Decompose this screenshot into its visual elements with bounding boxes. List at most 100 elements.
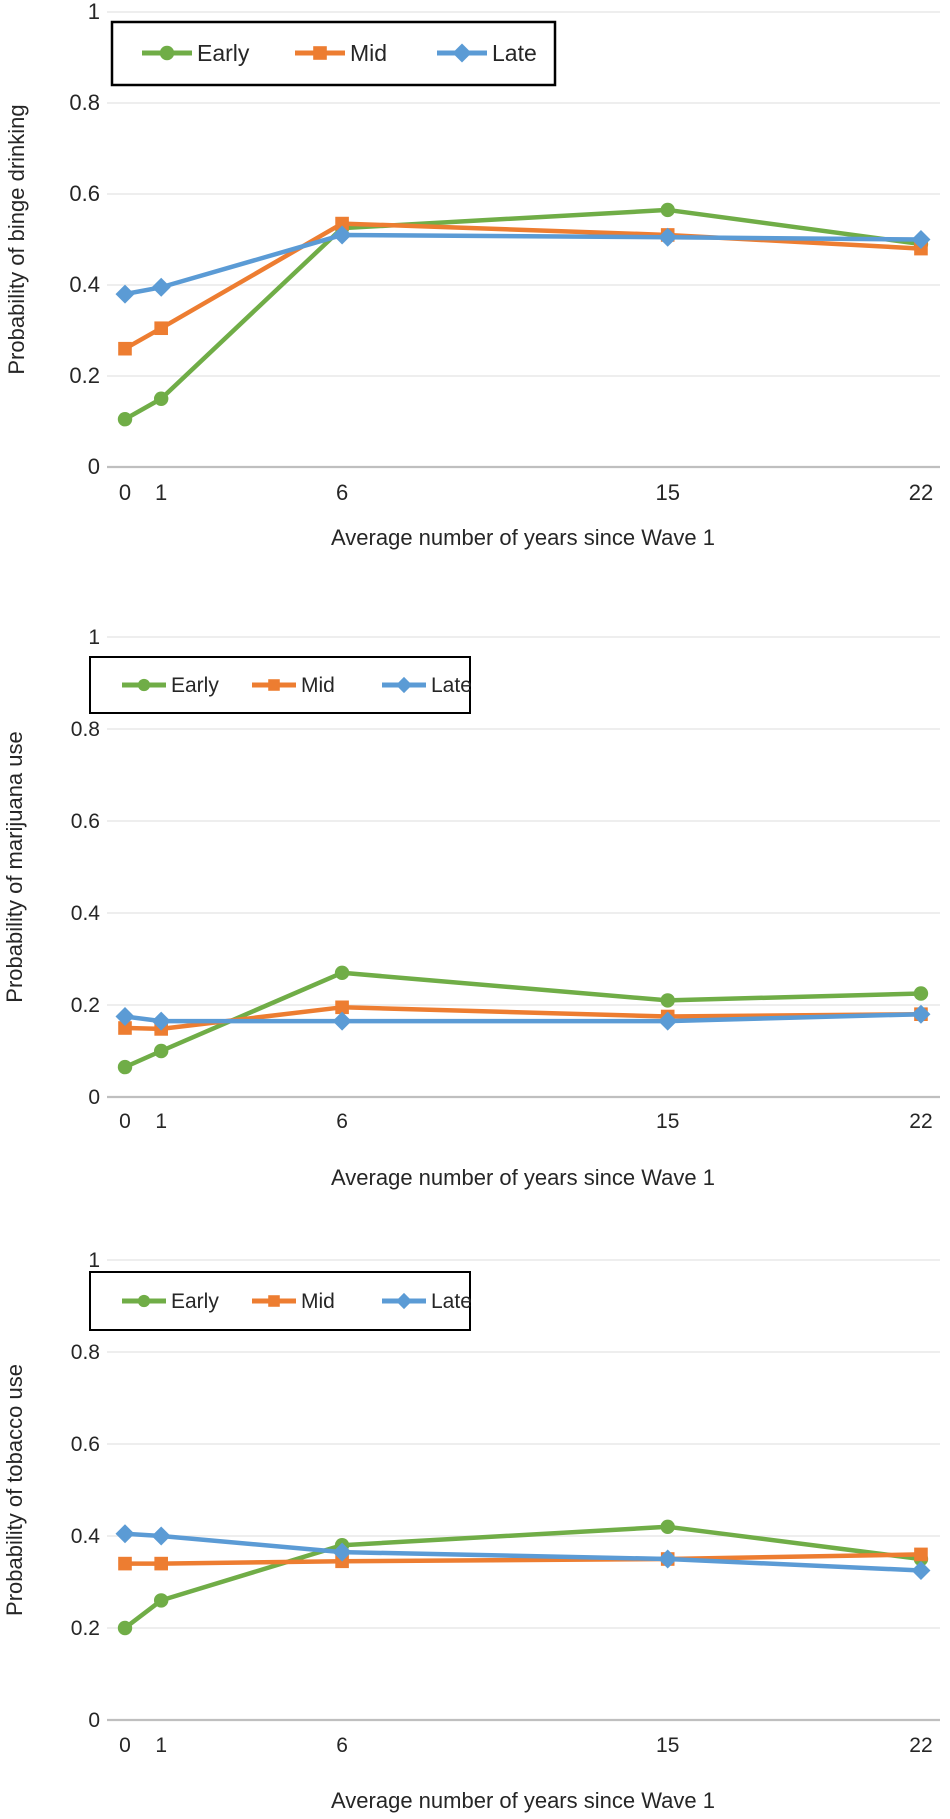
series-mid-marker [335, 216, 349, 231]
series-mid-line [122, 221, 924, 351]
y-axis-title: Probability of binge drinking [4, 104, 29, 374]
series-late-marker [115, 1524, 135, 1544]
legend-item-early-label: Early [171, 674, 219, 697]
legend-item-late-label: Late [492, 40, 537, 66]
x-tick-label: 1 [155, 1110, 167, 1133]
legend-late-marker [395, 1292, 413, 1310]
legend-mid-marker [313, 46, 327, 60]
series-early-marker [660, 993, 675, 1008]
x-tick-label: 15 [656, 1110, 679, 1133]
legend-early-marker [137, 1294, 151, 1308]
x-axis-title: Average number of years since Wave 1 [331, 1165, 715, 1190]
legend-item-early-label: Early [197, 40, 250, 66]
x-tick-label: 0 [119, 1110, 131, 1133]
series-mid-marker [118, 1556, 132, 1571]
legend-item-mid-label: Mid [301, 674, 335, 697]
y-tick-label: 0 [88, 1709, 100, 1732]
series-early-marker [660, 202, 675, 218]
legend-late-marker [395, 676, 413, 694]
legend-item-early-label: Early [171, 1290, 219, 1313]
legend-item-mid-label: Mid [350, 40, 387, 66]
y-tick-label: 1 [88, 626, 100, 649]
x-tick-label: 0 [119, 1734, 131, 1757]
x-tick-label: 0 [119, 480, 131, 505]
series-late-marker [115, 1007, 135, 1026]
series-late-marker [332, 1542, 352, 1562]
legend-early-marker [159, 45, 175, 61]
legend-item-late-label: Late [431, 674, 472, 697]
y-tick-label: 0.2 [69, 363, 100, 388]
x-tick-label: 22 [909, 480, 933, 505]
legend-item-late-label: Late [431, 1290, 472, 1313]
x-tick-label: 1 [155, 480, 167, 505]
series-late-marker [115, 284, 135, 304]
y-axis-title: Probability of tobacco use [2, 1364, 27, 1616]
y-tick-label: 0.4 [69, 272, 100, 297]
legend: Early Mid Late [89, 656, 472, 714]
x-axis-title: Average number of years since Wave 1 [331, 1788, 715, 1813]
series-late-marker [151, 1526, 171, 1546]
series-early-marker [117, 1620, 133, 1636]
y-tick-label: 0.8 [71, 1341, 100, 1364]
x-tick-label: 22 [909, 1110, 932, 1133]
series-late-marker [151, 277, 171, 297]
series-early-marker [117, 1059, 133, 1075]
x-axis-title: Average number of years since Wave 1 [331, 525, 715, 550]
binge-drinking-chart: 0 0.2 0.4 0.6 0.8 1 0 1 6 15 22 Average number of y… [0, 0, 950, 555]
series-early-marker [153, 391, 169, 406]
tobacco-use-chart-svg: 0 0.2 0.4 0.6 0.8 1 0 1 6 15 22 Average number of y… [2, 1249, 940, 1813]
series-late-marker [658, 227, 678, 247]
x-tick-label: 6 [336, 1734, 348, 1757]
y-tick-label: 0.8 [71, 718, 100, 741]
series-early-marker [153, 1593, 169, 1608]
series-late-marker [658, 1011, 678, 1031]
series-late-marker [911, 1561, 931, 1580]
series-late-marker [332, 1011, 352, 1031]
y-tick-label: 0.6 [69, 181, 100, 206]
x-tick-label: 6 [336, 480, 348, 505]
series-late-marker [332, 225, 352, 245]
y-tick-label: 0 [88, 454, 100, 479]
marijuana-use-chart-svg: 0 0.2 0.4 0.6 0.8 1 0 1 6 15 22 Average number of y… [2, 626, 940, 1190]
y-tick-label: 0.2 [71, 994, 100, 1017]
series-late-line [122, 1531, 924, 1573]
y-tick-label: 0.4 [71, 902, 101, 925]
legend-mid-marker [268, 1295, 280, 1307]
series-late-marker [911, 230, 931, 249]
x-tick-label: 22 [909, 1734, 932, 1757]
y-tick-label: 0.6 [71, 810, 100, 833]
series-early-marker [153, 1043, 169, 1059]
y-tick-label: 0 [88, 1086, 100, 1109]
y-tick-label: 0.6 [71, 1433, 100, 1456]
legend-late-marker [452, 43, 472, 63]
series-late-marker [151, 1011, 171, 1031]
series-mid-marker [118, 1021, 132, 1035]
series-late-marker [658, 1549, 678, 1569]
series-mid-marker [118, 341, 132, 356]
series-mid-marker [914, 1547, 928, 1562]
series-early-marker [334, 965, 350, 980]
series-late-marker [911, 1004, 931, 1024]
y-tick-label: 0.4 [71, 1525, 101, 1548]
series-mid-marker [335, 1000, 349, 1015]
legend-item-mid-label: Mid [301, 1290, 335, 1313]
y-axis-title: Probability of marijuana use [2, 731, 27, 1002]
series-mid-marker [154, 1556, 168, 1571]
y-tick-label: 1 [88, 0, 100, 24]
legend: Early Mid Late [89, 1271, 472, 1331]
x-tick-label: 1 [155, 1734, 167, 1757]
marijuana-use-chart: 0 0.2 0.4 0.6 0.8 1 0 1 6 15 22 Average number of y… [0, 555, 950, 1195]
series-early-marker [117, 412, 133, 427]
x-tick-label: 15 [656, 1734, 679, 1757]
y-tick-label: 0.8 [69, 90, 100, 115]
legend-early-marker [137, 678, 151, 692]
series-early-marker [660, 1519, 675, 1534]
series-mid-marker [154, 321, 168, 336]
tobacco-use-chart: 0 0.2 0.4 0.6 0.8 1 0 1 6 15 22 Average number of y… [0, 1195, 950, 1819]
x-tick-label: 6 [336, 1110, 348, 1133]
legend-mid-marker [268, 679, 280, 691]
y-tick-label: 1 [88, 1249, 100, 1272]
legend: Early Mid Late [110, 20, 557, 87]
